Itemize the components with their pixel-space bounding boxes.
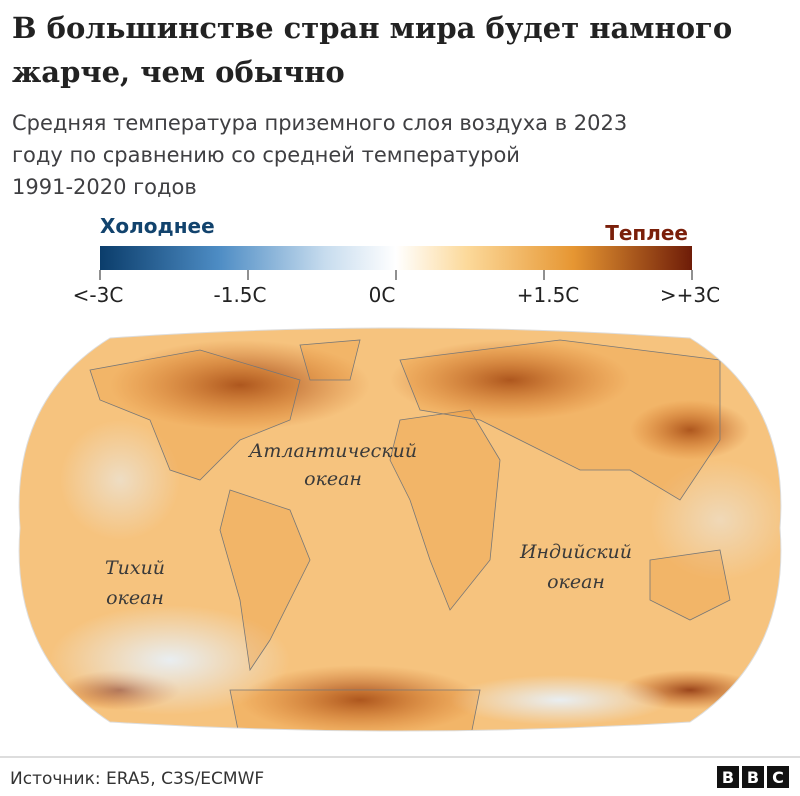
logo-box: [742, 766, 764, 788]
tick-label: >+3C: [660, 283, 720, 307]
source: Источник: ERA5, C3S/ECMWF: [10, 769, 264, 789]
logo-box: [767, 766, 789, 788]
title-line: В большинстве стран мира будет намного: [12, 11, 732, 45]
ocean-label: Атлантический: [247, 440, 417, 462]
logo-letter: B: [747, 768, 759, 787]
tick-label: <-3C: [73, 283, 124, 307]
ocean-label: Тихий: [105, 557, 165, 579]
tick-label: 0C: [369, 283, 396, 307]
world-map: [19, 328, 781, 731]
subtitle-line: Средняя температура приземного слоя возд…: [12, 111, 627, 135]
bbc-logo: B B C: [717, 766, 789, 788]
logo-box: [717, 766, 739, 788]
subtitle-line: году по сравнению со средней температуро…: [12, 143, 520, 167]
subtitle-line: 1991-2020 годов: [12, 175, 197, 199]
ocean-label: океан: [304, 468, 362, 490]
ocean-label: океан: [106, 587, 164, 609]
scale-ticks: [99, 270, 693, 280]
legend-warm: Теплее: [605, 221, 688, 245]
tick-label: -1.5C: [214, 283, 267, 307]
title-line: жарче, чем обычно: [12, 55, 345, 89]
map-outline: [18, 327, 782, 732]
color-scale: [100, 246, 692, 270]
tick-label: +1.5C: [517, 283, 580, 307]
ocean-label: океан: [547, 571, 605, 593]
logo-letter: B: [722, 768, 734, 787]
logo-letter: C: [772, 768, 784, 787]
legend-cold: Холоднее: [100, 214, 215, 238]
ocean-label: Индийский: [519, 541, 632, 563]
